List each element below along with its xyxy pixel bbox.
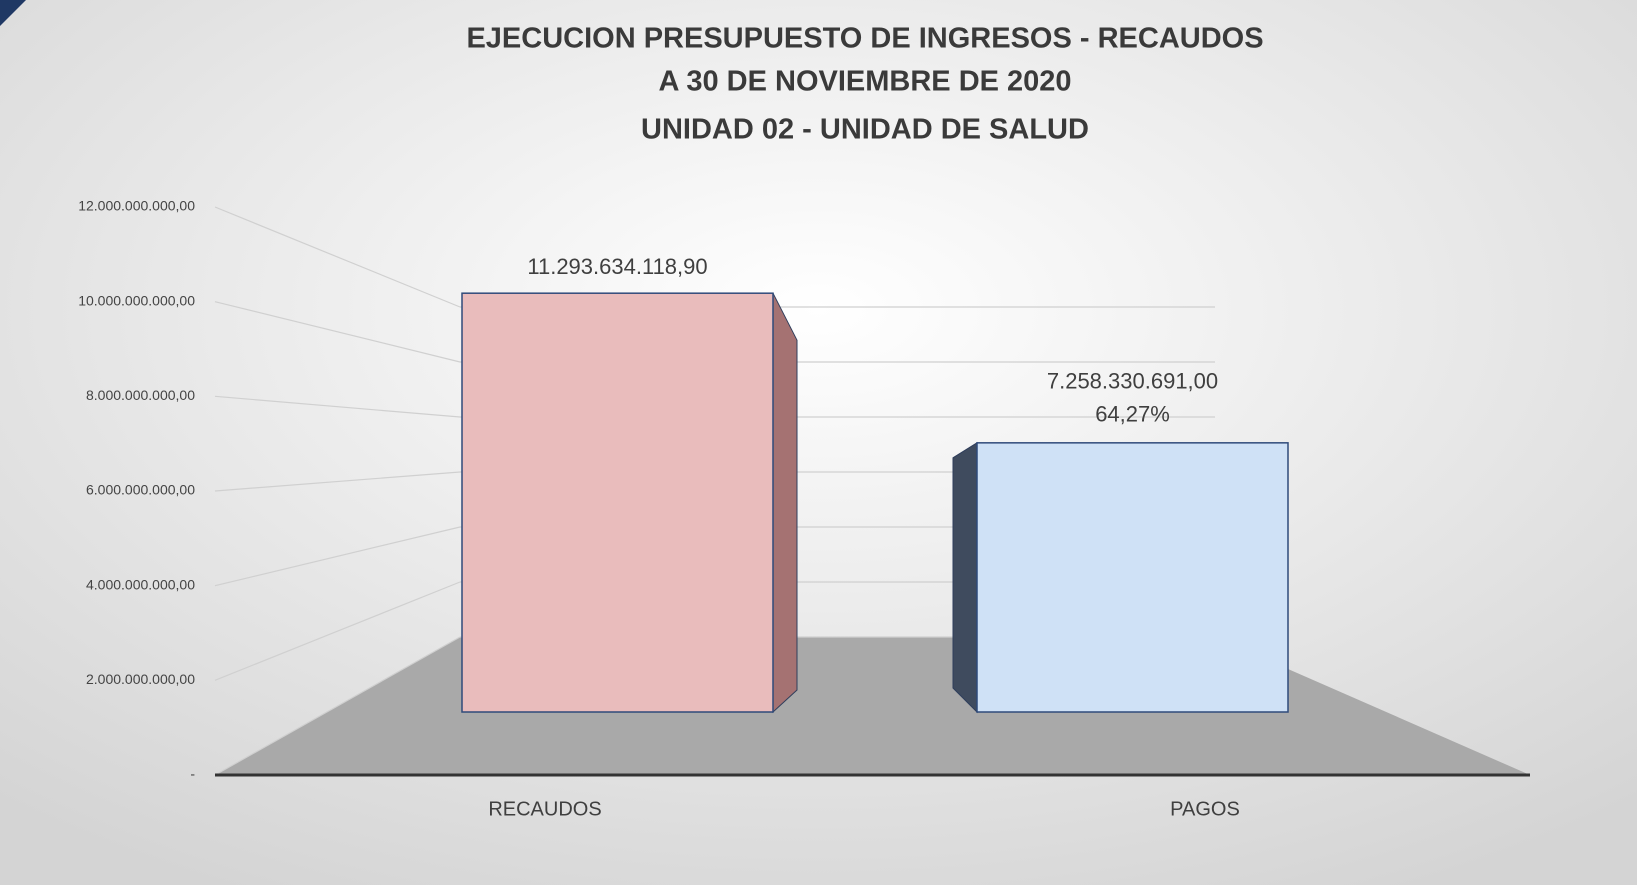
y-tick-label: 4.000.000.000,00 [86,576,195,592]
grid-line [214,206,461,308]
y-tick-label: 2.000.000.000,00 [86,671,195,687]
data-label: 11.293.634.118,90 [527,254,707,279]
y-tick-label: 6.000.000.000,00 [86,482,195,498]
grid-line [214,636,461,776]
x-tick-label: RECAUDOS [488,798,601,820]
grid-line [214,301,461,363]
percent-label: 64,27% [1095,402,1170,427]
y-tick-label: 8.000.000.000,00 [86,387,195,403]
bar-side [772,292,798,714]
grid-line [214,581,461,681]
chart-title: UNIDAD 02 - UNIDAD DE SALUD [641,114,1089,146]
x-tick-label: PAGOS [1170,798,1240,820]
corner-decoration [0,0,26,26]
grid-line [214,395,461,418]
y-tick-label: 12.000.000.000,00 [78,198,195,214]
y-tick-label: 10.000.000.000,00 [78,292,195,308]
plot: - 2.000.000.000,00 4.000.000.000,00 6.000.0… [78,198,1530,820]
y-tick-label: - [190,766,195,782]
grid-line [214,526,461,587]
chart-title: EJECUCION PRESUPUESTO DE INGRESOS - RECA… [466,23,1263,55]
data-label: 7.258.330.691,00 [1047,369,1218,394]
bar [461,292,774,713]
chart-title: A 30 DE NOVIEMBRE DE 2020 [658,66,1071,98]
bar-side [952,441,978,714]
bar [976,442,1289,713]
grid-line [214,471,461,492]
